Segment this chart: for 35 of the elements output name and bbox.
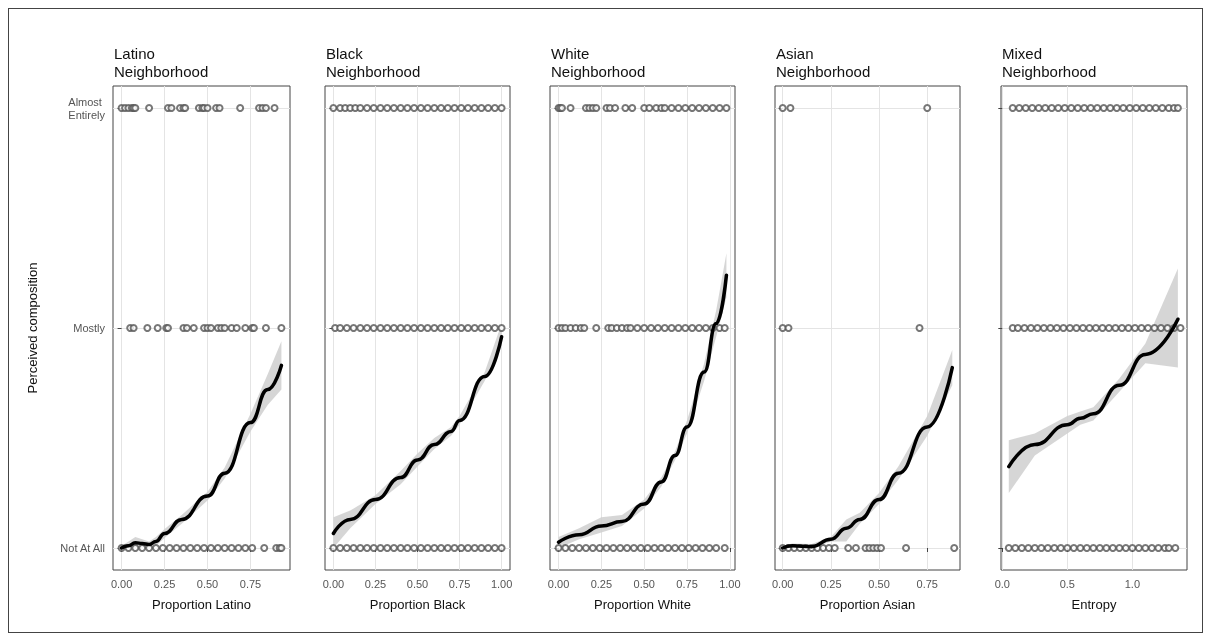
x-axis-title: Proportion Black xyxy=(369,597,466,612)
x-tick-label: 0.25 xyxy=(590,577,613,590)
x-tick-label: 0.75 xyxy=(239,577,262,590)
x-tick-label: 0.00 xyxy=(110,577,133,590)
x-tick-label: 0.00 xyxy=(772,577,794,590)
x-tick-label: 1.00 xyxy=(490,577,513,590)
category-label: Not At All xyxy=(60,542,105,554)
x-tick-label: 0.75 xyxy=(676,577,698,590)
chart-title: Latino Neighborhood xyxy=(114,44,209,80)
x-tick-label: 0.50 xyxy=(196,577,219,590)
x-tick-label: 0.50 xyxy=(633,577,655,590)
x-tick-label: 0.75 xyxy=(916,577,938,590)
x-tick-label: 0.25 xyxy=(153,577,176,590)
x-axis-title: Proportion Latino xyxy=(151,597,252,612)
x-tick-label: 0.50 xyxy=(406,577,429,590)
x-tick-label: 1.00 xyxy=(719,577,741,590)
chart-title: Asian Neighborhood xyxy=(776,44,871,80)
x-tick-label: 0.25 xyxy=(820,577,842,590)
chart-title: Black Neighborhood xyxy=(326,44,421,80)
x-tick-label: 0.50 xyxy=(868,577,890,590)
x-tick-label: 0.00 xyxy=(547,577,570,590)
y-axis-title: Perceived composition xyxy=(25,262,41,394)
x-tick-label: 1.0 xyxy=(1124,577,1141,590)
x-tick-label: 0.5 xyxy=(1059,577,1075,590)
chart-title: White Neighborhood xyxy=(551,44,646,80)
x-axis-title: Entropy xyxy=(1071,597,1117,612)
x-axis-title: Proportion White xyxy=(594,597,691,612)
category-label: Almost Entirely xyxy=(68,95,105,121)
chart-title: Mixed Neighborhood xyxy=(1002,44,1097,80)
x-tick-label: 0.25 xyxy=(364,577,387,590)
x-tick-label: 0.75 xyxy=(448,577,471,590)
x-tick-label: 0.0 xyxy=(994,577,1010,590)
category-label: Mostly xyxy=(73,322,105,334)
x-tick-label: 0.00 xyxy=(322,577,345,590)
x-axis-title: Proportion Asian xyxy=(819,597,916,612)
